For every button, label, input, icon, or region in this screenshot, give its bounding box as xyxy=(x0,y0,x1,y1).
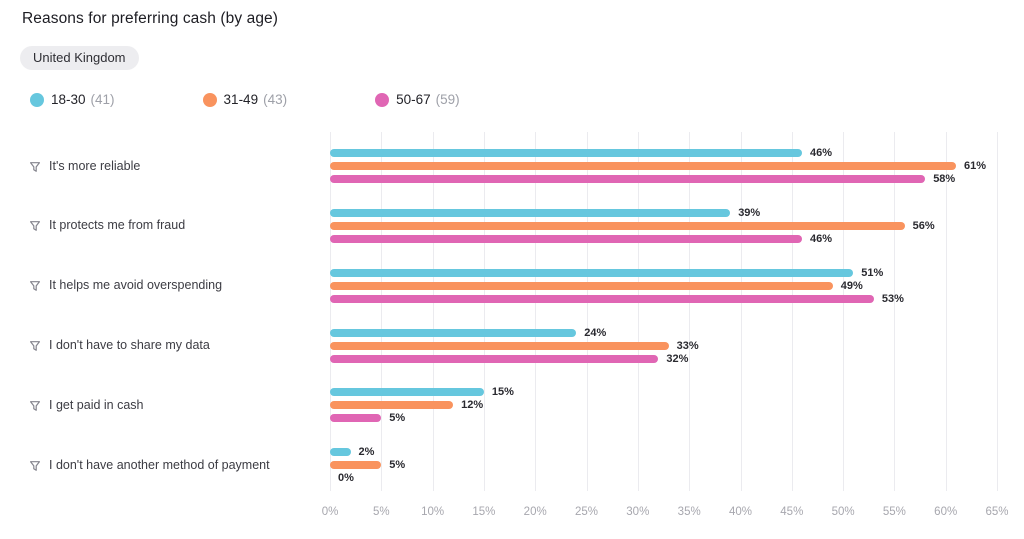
x-axis-tick-label: 65% xyxy=(985,506,1009,518)
bar-value-label: 46% xyxy=(810,147,833,159)
gridline xyxy=(843,132,845,491)
x-axis-tick-label: 25% xyxy=(574,506,599,518)
gridline xyxy=(381,132,383,491)
filter-icon[interactable] xyxy=(29,339,41,351)
bar-value-label: 33% xyxy=(676,339,699,352)
bar-50-67 xyxy=(330,234,802,243)
category-row-label: I don't have to share my data xyxy=(29,338,210,352)
bar-31-49 xyxy=(330,162,956,170)
bar-value-label: 12% xyxy=(461,399,484,412)
category-row-label: I get paid in cash xyxy=(29,398,144,412)
bar-50-67 xyxy=(330,175,926,183)
filter-icon[interactable] xyxy=(29,160,41,172)
gridline xyxy=(432,132,434,491)
legend-item-18-30[interactable]: 18-30 (41) xyxy=(30,92,115,107)
filter-icon[interactable] xyxy=(29,279,41,292)
bar-value-label: 46% xyxy=(810,232,833,245)
x-axis-tick-label: 35% xyxy=(677,506,701,518)
gridline xyxy=(894,132,896,491)
category-row-label: It helps me avoid overspending xyxy=(29,278,222,292)
bar-value-label: 32% xyxy=(666,352,689,365)
bar-value-label: 53% xyxy=(881,292,904,305)
bar-31-49 xyxy=(330,281,833,290)
bar-50-67 xyxy=(330,354,659,363)
filter-icon[interactable] xyxy=(29,399,41,411)
circle-dot-icon xyxy=(30,92,44,107)
gridline xyxy=(689,132,691,491)
gridline xyxy=(740,132,742,491)
category-name: It protects me from fraud xyxy=(49,218,186,233)
bar-value-label: 56% xyxy=(912,219,935,232)
legend-series-name: 31-49 xyxy=(223,92,259,107)
bar-value-label: 61% xyxy=(964,160,987,172)
bar-value-label: 0% xyxy=(338,472,354,485)
bar-value-label: 15% xyxy=(491,386,514,399)
category-row-label: It's more reliable xyxy=(29,159,140,173)
gridline xyxy=(330,132,331,491)
bar-50-67 xyxy=(330,414,382,423)
bar-31-49 xyxy=(330,461,382,470)
legend-series-name: 50-67 xyxy=(396,92,431,107)
bar-value-label: 51% xyxy=(861,266,884,279)
bar-18-30 xyxy=(330,268,854,277)
legend-item-31-49[interactable]: 31-49 (43) xyxy=(202,92,288,107)
gridline xyxy=(945,132,947,491)
filter-icon[interactable] xyxy=(29,459,41,471)
legend-series-count: (59) xyxy=(435,92,460,107)
x-axis-tick-label: 5% xyxy=(372,506,390,518)
legend-item-50-67[interactable]: 50-67 (59) xyxy=(375,92,460,107)
bar-value-label: 58% xyxy=(933,173,956,185)
bar-18-30 xyxy=(330,149,802,157)
filter-icon[interactable] xyxy=(29,219,41,232)
bar-18-30 xyxy=(330,208,731,217)
region-tag-label: United Kingdom xyxy=(33,50,126,65)
legend-series-name: 18-30 xyxy=(51,92,86,107)
region-tag: United Kingdom xyxy=(20,46,139,70)
bar-value-label: 24% xyxy=(584,326,607,339)
x-axis-tick-label: 10% xyxy=(421,506,445,518)
bar-value-label: 5% xyxy=(389,459,406,472)
gridline xyxy=(791,132,793,491)
category-name: It helps me avoid overspending xyxy=(49,278,223,293)
bar-31-49 xyxy=(330,401,454,410)
x-axis-tick-label: 15% xyxy=(472,506,496,518)
bar-value-label: 39% xyxy=(738,206,761,219)
bar-50-67 xyxy=(330,294,874,303)
gridline xyxy=(637,132,639,491)
x-axis-tick-label: 50% xyxy=(831,506,855,518)
category-name: I don't have another method of payment xyxy=(49,457,270,472)
x-axis-tick-label: 45% xyxy=(780,506,804,518)
x-axis-tick-label: 30% xyxy=(626,506,650,518)
bar-18-30 xyxy=(330,448,351,457)
x-axis-tick-label: 0% xyxy=(321,506,339,518)
category-row-label: It protects me from fraud xyxy=(29,218,185,232)
chart-title: Reasons for preferring cash (by age) xyxy=(22,10,279,27)
bar-18-30 xyxy=(330,388,484,397)
legend-series-count: (43) xyxy=(263,92,288,107)
x-axis-tick-label: 40% xyxy=(728,506,753,518)
category-row-label: I don't have another method of payment xyxy=(29,458,270,472)
circle-dot-icon xyxy=(375,92,390,107)
gridline xyxy=(997,132,998,491)
gridline xyxy=(483,132,485,491)
bar-31-49 xyxy=(330,221,905,230)
category-name: It's more reliable xyxy=(49,158,141,173)
bar-value-label: 49% xyxy=(840,279,863,292)
bar-31-49 xyxy=(330,341,669,350)
category-name: I don't have to share my data xyxy=(49,338,210,352)
gridline xyxy=(586,132,588,491)
gridline xyxy=(535,132,537,491)
x-axis-tick-label: 20% xyxy=(523,506,547,518)
category-name: I get paid in cash xyxy=(49,397,144,412)
x-axis-tick-label: 60% xyxy=(934,506,958,518)
legend-series-count: (41) xyxy=(90,92,115,107)
legend: 18-30 (41) 31-49 (43) 50-67 (59) xyxy=(30,92,460,107)
x-axis-tick-label: 55% xyxy=(882,506,906,518)
bar-value-label: 5% xyxy=(389,412,406,425)
bar-value-label: 2% xyxy=(358,446,375,459)
circle-dot-icon xyxy=(202,92,217,107)
bar-18-30 xyxy=(330,328,577,337)
